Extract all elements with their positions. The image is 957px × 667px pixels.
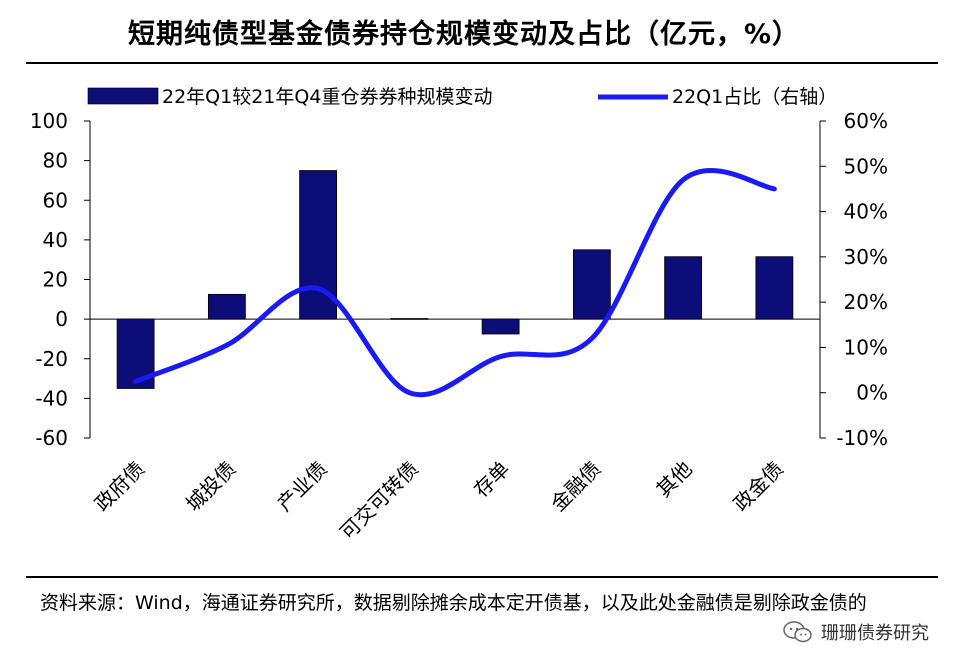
left-tick-label: 0 [55, 307, 68, 331]
watermark: 珊珊债券研究 [783, 619, 929, 645]
source-note: 资料来源：Wind，海通证券研究所，数据剔除摊余成本定开债基，以及此处金融债是剔… [40, 592, 867, 614]
legend-bar-label: 22年Q1较21年Q4重仓券券种规模变动 [162, 86, 492, 108]
watermark-text: 珊珊债券研究 [821, 623, 929, 644]
legend-line-label: 22Q1占比（右轴） [672, 86, 837, 108]
category-label: 政金债 [729, 457, 788, 516]
category-label: 金融债 [546, 457, 605, 516]
title-rule [26, 62, 938, 64]
right-tick-label: 0% [856, 381, 888, 405]
category-label: 存单 [469, 457, 514, 502]
bar [481, 318, 520, 335]
right-tick-label: 60% [844, 109, 888, 133]
left-tick-label: 60 [43, 188, 68, 212]
category-label: 可交可转债 [335, 457, 423, 545]
wechat-icon [783, 621, 812, 643]
left-tick-label: 40 [43, 228, 68, 252]
category-label: 政府债 [90, 457, 149, 516]
left-tick-label: -20 [35, 347, 68, 371]
source-rule [26, 576, 938, 578]
left-tick-label: 20 [43, 268, 68, 292]
left-tick-label: -60 [35, 426, 68, 450]
chart-title: 短期纯债型基金债券持仓规模变动及占比（亿元，%） [128, 19, 801, 50]
left-ticks: -60 -40 -20 0 20 40 60 80 100 [30, 109, 90, 450]
ratio-line [133, 168, 777, 398]
right-tick-label: 10% [844, 335, 888, 359]
bar [664, 256, 703, 320]
bar [390, 318, 429, 320]
left-tick-label: 100 [30, 109, 68, 133]
bar [207, 293, 246, 320]
left-tick-label: -40 [35, 386, 68, 410]
bars [116, 170, 794, 389]
right-tick-label: -10% [836, 426, 888, 450]
left-tick-label: 80 [43, 149, 68, 173]
bar [755, 256, 794, 320]
category-label: 其他 [651, 457, 696, 502]
bar [572, 249, 611, 320]
right-tick-label: 20% [844, 290, 888, 314]
chart: 22年Q1较21年Q4重仓券券种规模变动 22Q1占比（右轴） -60 -40 -2… [30, 86, 888, 545]
right-tick-label: 50% [844, 154, 888, 178]
category-label: 城投债 [181, 457, 240, 516]
category-label: 产业债 [272, 457, 331, 516]
legend: 22年Q1较21年Q4重仓券券种规模变动 22Q1占比（右轴） [87, 86, 837, 108]
legend-bar-swatch [87, 87, 159, 105]
right-tick-label: 30% [844, 245, 888, 269]
category-labels: 政府债 城投债 产业债 可交可转债 存单 金融债 其他 政金债 [90, 457, 788, 545]
right-ticks: -10% 0% 10% 20% 30% 40% 50% 60% [820, 109, 888, 450]
right-tick-label: 40% [844, 200, 888, 224]
